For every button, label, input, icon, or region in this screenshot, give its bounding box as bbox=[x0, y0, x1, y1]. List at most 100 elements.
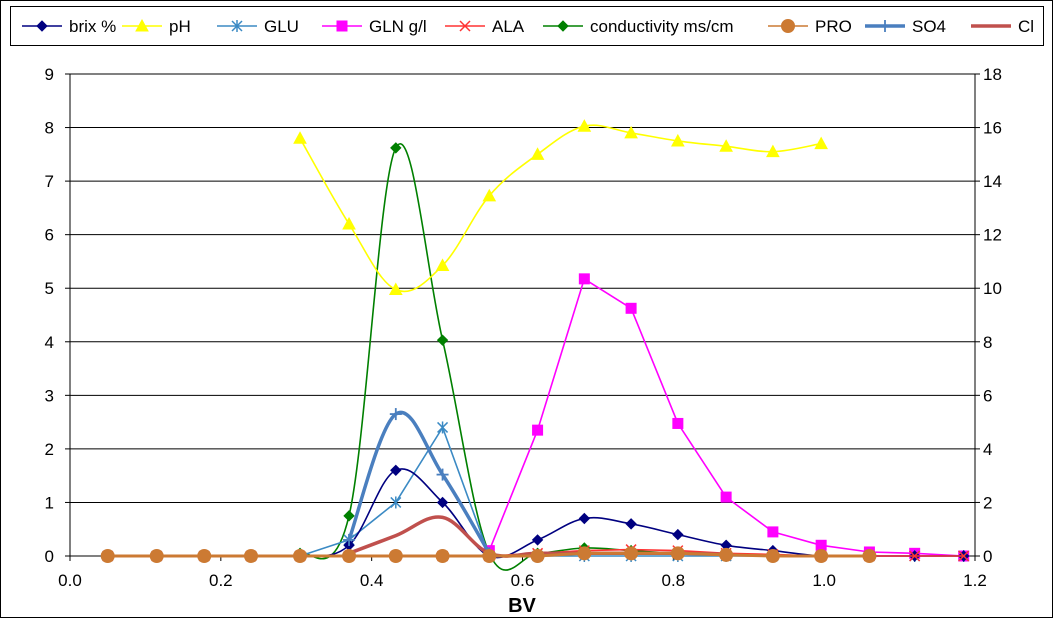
legend-swatch-marker bbox=[36, 20, 48, 32]
series-line-brix bbox=[107, 468, 964, 559]
data-point-gln-g-l bbox=[672, 417, 684, 429]
data-point-pro bbox=[670, 546, 685, 561]
x-tick-label: 1.0 bbox=[812, 571, 836, 590]
data-point-conductivity-ms-cm bbox=[436, 334, 449, 346]
y-left-tick-label: 6 bbox=[45, 226, 54, 245]
legend-swatch-marker bbox=[231, 20, 243, 32]
series-brix bbox=[102, 464, 970, 562]
data-point-pro bbox=[435, 549, 450, 563]
data-point-pro bbox=[388, 549, 403, 563]
y-right-tick-label: 18 bbox=[983, 65, 1002, 84]
data-point-pro bbox=[765, 549, 780, 563]
y-right-tick-label: 12 bbox=[983, 226, 1002, 245]
legend-item-gln-g-l: GLN g/l bbox=[322, 17, 427, 36]
legend-swatch-marker bbox=[459, 20, 471, 32]
data-point-pro bbox=[577, 546, 592, 561]
data-point-pro bbox=[530, 549, 545, 563]
y-right-tick-label: 8 bbox=[983, 333, 992, 352]
data-point-so4 bbox=[343, 533, 356, 546]
legend-item-brix: brix % bbox=[22, 17, 116, 36]
gridlines bbox=[70, 73, 975, 503]
data-point-gln-g-l bbox=[532, 424, 544, 436]
data-point-ph bbox=[814, 136, 828, 150]
data-point-so4 bbox=[436, 468, 449, 481]
data-point-ph bbox=[766, 144, 780, 158]
legend-swatch-marker bbox=[135, 18, 149, 32]
x-tick-label: 0.6 bbox=[511, 571, 535, 590]
legend-item-so4: SO4 bbox=[865, 17, 946, 36]
legend-label: pH bbox=[169, 17, 191, 36]
legend-label: SO4 bbox=[912, 17, 946, 36]
data-point-brix bbox=[436, 496, 449, 509]
legend-label: ALA bbox=[492, 17, 525, 36]
data-point-gln-g-l bbox=[720, 491, 732, 503]
series-gln-g-l bbox=[483, 273, 970, 562]
data-point-ph bbox=[577, 119, 592, 132]
y-right-tick-label: 6 bbox=[983, 386, 992, 405]
y-right-tick-label: 0 bbox=[983, 547, 992, 566]
data-point-ph bbox=[671, 133, 685, 147]
legend-swatch-marker bbox=[781, 19, 795, 33]
data-point-so4 bbox=[389, 408, 402, 421]
data-point-ph bbox=[435, 258, 450, 271]
data-point-pro bbox=[482, 549, 497, 563]
data-point-pro bbox=[862, 549, 877, 563]
data-point-brix bbox=[390, 464, 402, 477]
series-so4 bbox=[343, 408, 496, 560]
y-left-tick-label: 3 bbox=[45, 386, 54, 405]
data-point-gln-g-l bbox=[578, 273, 590, 285]
data-point-ph bbox=[293, 131, 307, 144]
data-point-brix bbox=[578, 512, 591, 525]
data-point-brix bbox=[672, 528, 684, 541]
series-conductivity-ms-cm bbox=[294, 142, 779, 571]
data-point-ph bbox=[482, 188, 497, 202]
legend-label: conductivity ms/cm bbox=[590, 17, 734, 36]
data-point-ph bbox=[342, 216, 356, 230]
y-left-tick-label: 8 bbox=[45, 119, 54, 138]
y-left-tick-label: 5 bbox=[45, 279, 54, 298]
data-point-ph bbox=[530, 147, 545, 160]
y-right-tick-label: 10 bbox=[983, 279, 1002, 298]
legend-label: GLU bbox=[264, 17, 299, 36]
legend-label: PRO bbox=[815, 17, 852, 36]
legend-swatch-marker bbox=[557, 20, 569, 32]
data-point-conductivity-ms-cm bbox=[343, 510, 355, 522]
legend-item-pro: PRO bbox=[768, 17, 852, 36]
x-tick-label: 0.2 bbox=[209, 571, 233, 590]
data-point-brix bbox=[531, 534, 544, 546]
series-group bbox=[100, 119, 970, 571]
legend-swatch-marker bbox=[336, 20, 348, 32]
y-right-tick-label: 4 bbox=[983, 440, 992, 459]
y-left-tick-label: 2 bbox=[45, 440, 54, 459]
legend-item-cl: Cl bbox=[971, 17, 1034, 36]
x-tick-label: 1.2 bbox=[963, 571, 987, 590]
legend-item-ala: ALA bbox=[445, 17, 525, 36]
series-line-so4 bbox=[347, 410, 491, 555]
data-point-brix bbox=[625, 518, 637, 530]
data-point-ph bbox=[624, 125, 638, 139]
data-point-conductivity-ms-cm bbox=[390, 142, 402, 154]
x-tick-label: 0.4 bbox=[360, 571, 384, 590]
series-ph bbox=[293, 119, 828, 296]
data-point-pro bbox=[814, 549, 829, 563]
x-tick-label: 0.8 bbox=[662, 571, 686, 590]
data-point-gln-g-l bbox=[625, 302, 637, 314]
data-point-ph bbox=[719, 139, 733, 152]
data-point-pro bbox=[293, 549, 308, 563]
data-point-glu bbox=[437, 421, 449, 434]
data-point-pro bbox=[197, 549, 212, 563]
x-axis-title: BV bbox=[508, 595, 536, 617]
legend-item-conductivity-ms-cm: conductivity ms/cm bbox=[543, 17, 734, 36]
legend-swatch-marker bbox=[879, 20, 891, 32]
series-pro bbox=[100, 546, 877, 563]
y-right-tick-label: 14 bbox=[983, 172, 1002, 191]
legend-label: GLN g/l bbox=[369, 17, 427, 36]
y-left-tick-label: 1 bbox=[45, 493, 54, 512]
y-right-tick-label: 16 bbox=[983, 119, 1002, 138]
y-left-tick-label: 4 bbox=[45, 333, 54, 352]
data-point-gln-g-l bbox=[815, 539, 827, 551]
y-left-tick-label: 0 bbox=[45, 547, 54, 566]
